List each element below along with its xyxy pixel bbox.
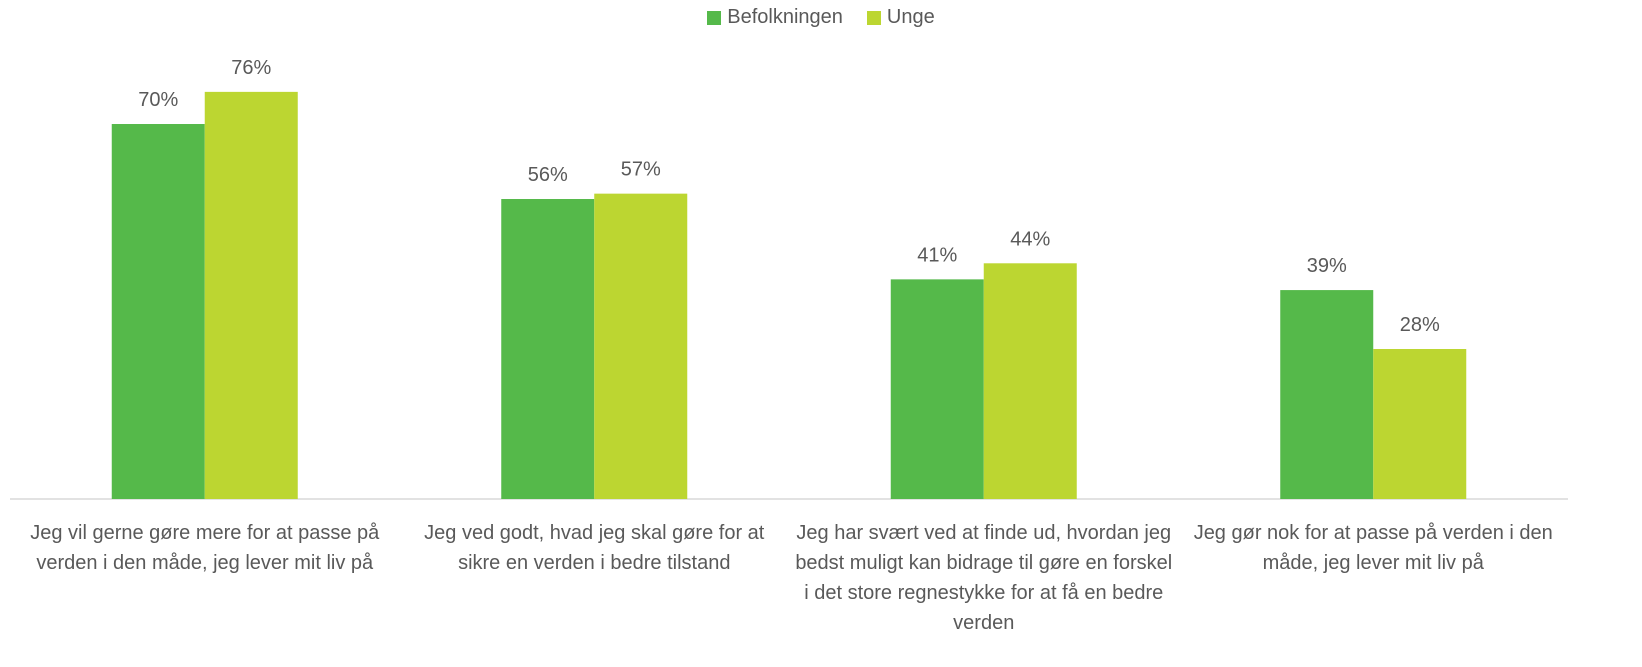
value-label: 44% <box>1010 228 1050 250</box>
value-label: 28% <box>1400 314 1440 336</box>
value-label: 57% <box>621 159 661 181</box>
x-tick-label: Jeg gør nok for at passe på verden i den… <box>1193 522 1553 574</box>
value-label: 76% <box>231 57 271 79</box>
value-label: 39% <box>1307 255 1347 277</box>
bar <box>111 124 205 499</box>
legend-label: Unge <box>886 6 935 28</box>
x-tick-label: Jeg har svært ved at finde ud, hvordan j… <box>795 522 1173 634</box>
legend-item: Befolkningen <box>707 6 843 29</box>
bar <box>1373 349 1467 499</box>
legend-swatch <box>707 10 722 25</box>
legend-label: Befolkningen <box>727 6 843 28</box>
value-label: 41% <box>917 244 957 266</box>
legend-swatch <box>866 10 881 25</box>
legend-item: Unge <box>866 6 935 29</box>
bar <box>594 193 688 499</box>
bar <box>501 199 595 499</box>
x-tick-label: Jeg ved godt, hvad jeg skal gøre for at … <box>424 522 765 574</box>
bar <box>1280 290 1374 499</box>
bar <box>204 91 298 500</box>
bar <box>890 279 984 499</box>
x-tick-label: Jeg vil gerne gøre mere for at passe på … <box>30 522 380 574</box>
legend: Befolkningen Unge <box>0 6 1642 29</box>
bar <box>983 263 1077 499</box>
value-label: 56% <box>528 164 568 186</box>
value-label: 70% <box>138 89 178 111</box>
